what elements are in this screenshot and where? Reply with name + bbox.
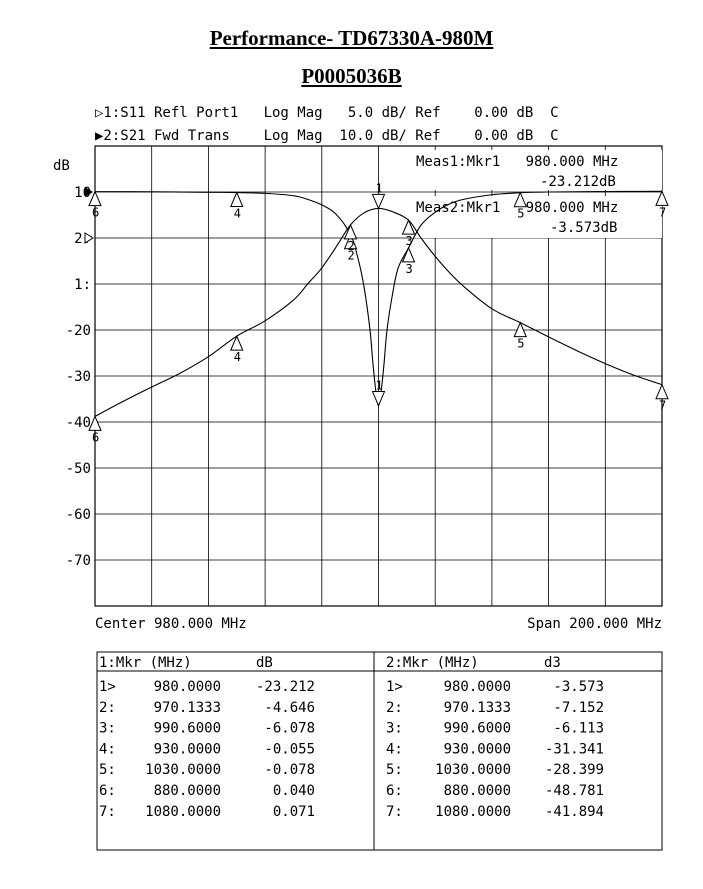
marker-5-trace2: 5 [513,321,528,351]
right-table-frequency: 930.0000 [444,741,511,757]
right-table-value: -6.113 [553,721,604,737]
marker-label: 2 [348,249,355,263]
left-table-frequency: 930.0000 [154,741,221,757]
left-table-marker-id: 5: [99,762,116,778]
trace1-reference-arrow [84,232,94,244]
left-table-frequency: 1030.0000 [145,762,221,778]
marker-label: 1 [376,379,383,393]
marker-1-trace2: 1 [371,181,386,210]
left-table-value: 0.071 [273,804,315,820]
left-table-frequency: 990.6000 [154,721,221,737]
meas2-readout-label: Meas2:Mkr1 980.000 MHz [416,200,618,216]
y-tick-label: -70 [66,553,91,569]
right-table-value: -7.152 [553,700,604,716]
right-table-value: -41.894 [545,804,604,820]
y-tick-label: 1: [74,277,91,293]
right-table-marker-id: 6: [386,783,403,799]
right-table-header-mkr: 2:Mkr (MHz) [386,655,479,671]
meas1-readout-label: Meas1:Mkr1 980.000 MHz [416,154,618,170]
left-table-value: -23.212 [256,679,315,695]
part-number: P0005036B [301,64,402,88]
right-table-marker-id: 3: [386,721,403,737]
marker-table: 1:Mkr (MHz) dB 2:Mkr (MHz) d3 1> 980.0000… [96,651,663,851]
marker-label: 2 [348,239,355,253]
left-table-value: 0.040 [273,783,315,799]
y-tick-label: -30 [66,369,91,385]
marker-label: 3 [406,234,413,248]
left-table-marker-id: 2: [99,700,116,716]
left-table-marker-id: 1> [99,679,116,695]
left-table-header-unit: dB [256,655,273,671]
right-table-frequency: 1080.0000 [435,804,511,820]
marker-label: 4 [234,207,241,221]
span-frequency: Span 200.000 MHz [527,616,662,632]
left-table-marker-id: 3: [99,721,116,737]
center-frequency: Center 980.000 MHz [95,616,247,632]
marker-label: 4 [234,350,241,364]
marker-2-trace2: 2 [343,223,358,253]
marker-label: 5 [517,207,524,221]
meas1-readout-value: -23.212dB [540,174,616,190]
right-table-frequency: 970.1333 [444,700,511,716]
right-table-marker-id: 7: [386,804,403,820]
right-table-value: -31.341 [545,741,604,757]
y-tick-label: -40 [66,415,91,431]
marker-7-trace1: 7 [655,190,669,219]
left-table-marker-id: 4: [99,741,116,757]
trace1-header: ▷1:S11 Refl Port1 Log Mag 5.0 dB/ Ref 0.… [95,105,559,121]
right-table-marker-id: 4: [386,741,403,757]
left-table-frequency: 980.0000 [154,679,221,695]
right-table-value: -48.781 [545,783,604,799]
marker-4-trace2: 4 [229,334,244,364]
left-table-value: -0.078 [264,762,315,778]
left-table-marker-id: 6: [99,783,116,799]
trace2-reference-arrow [85,187,93,197]
y-tick-label: dB [53,158,70,174]
chart-title: Performance- TD67330A-980M [209,26,494,50]
right-table-header-unit: d3 [544,655,561,671]
right-table-value: -28.399 [545,762,604,778]
marker-label: 6 [92,430,99,444]
marker-3-trace2: 3 [401,218,416,248]
right-table-value: -3.573 [553,679,604,695]
meas2-readout-value: -3.573dB [550,220,617,236]
markers: 1 2 3 4 5 6 7 1 2 3 4 5 6 7 [88,181,669,444]
marker-6-trace2: 6 [88,415,102,444]
right-table-marker-id: 1> [386,679,403,695]
left-table-header-mkr: 1:Mkr (MHz) [99,655,192,671]
marker-label: 1 [376,181,383,195]
marker-2-trace1: 2 [343,233,358,263]
marker-1-trace1: 1 [371,379,386,407]
marker-label: 7 [659,205,666,219]
left-table-frequency: 880.0000 [154,783,221,799]
trace2-header: ▶2:S21 Fwd Trans Log Mag 10.0 dB/ Ref 0.… [95,128,559,144]
left-table-value: -4.646 [264,700,315,716]
marker-3-trace1: 3 [401,246,416,276]
left-table-frequency: 1080.0000 [145,804,221,820]
left-table-frequency: 970.1333 [154,700,221,716]
right-table-marker-id: 2: [386,700,403,716]
marker-7-trace2: 7 [655,383,669,413]
marker-label: 5 [517,337,524,351]
left-table-value: -0.055 [264,741,315,757]
left-table-marker-id: 7: [99,804,116,820]
marker-5-trace1: 5 [513,191,528,221]
right-table-marker-id: 5: [386,762,403,778]
right-table-frequency: 880.0000 [444,783,511,799]
left-table-value: -6.078 [264,721,315,737]
marker-label: 3 [406,262,413,276]
marker-label: 7 [659,399,666,413]
y-tick-label: -20 [66,323,91,339]
marker-6-trace1: 6 [88,190,102,220]
y-tick-label: -60 [66,507,91,523]
right-table-frequency: 980.0000 [444,679,511,695]
right-table-frequency: 1030.0000 [435,762,511,778]
right-table-frequency: 990.6000 [444,721,511,737]
marker-4-trace1: 4 [229,191,244,221]
marker-label: 6 [92,206,99,220]
y-tick-label: -50 [66,461,91,477]
